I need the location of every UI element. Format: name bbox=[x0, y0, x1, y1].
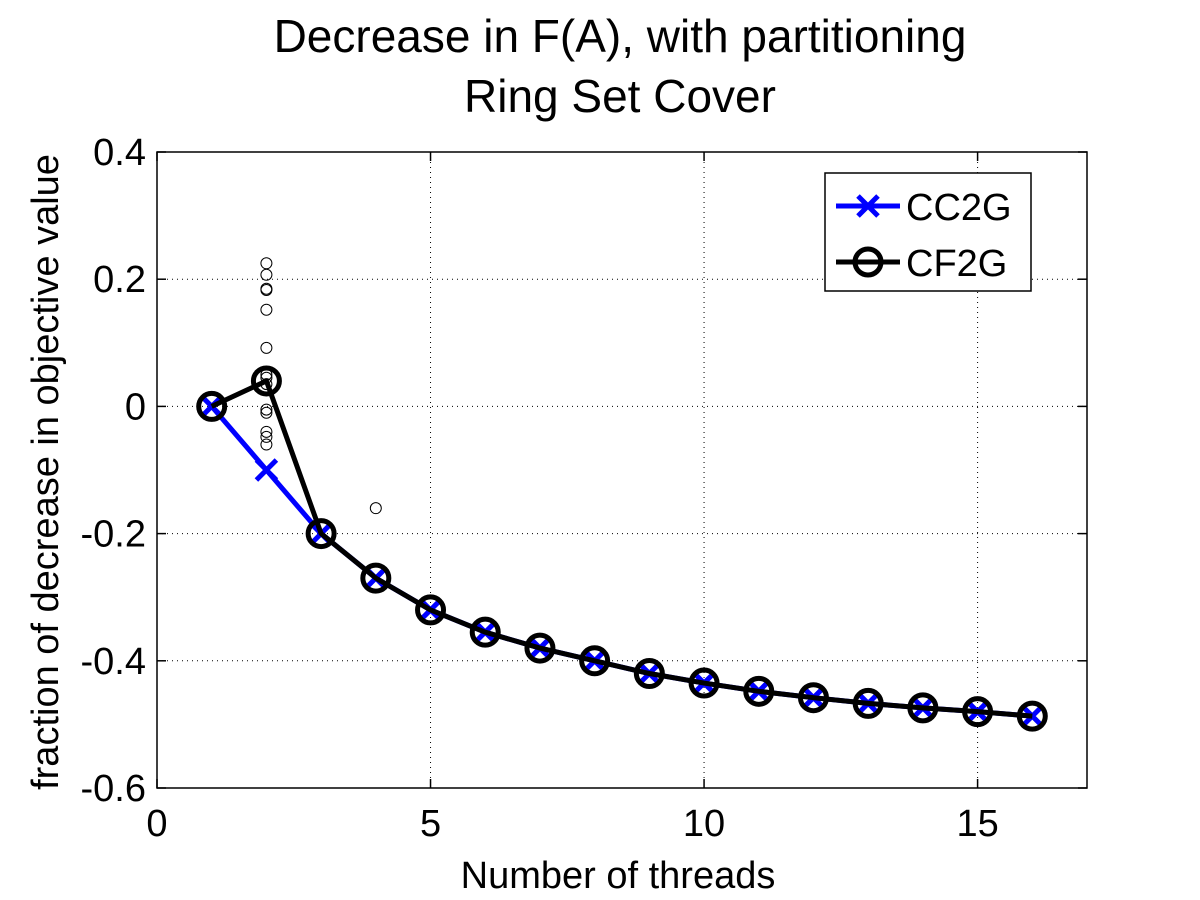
data-point-circle-marker bbox=[469, 616, 501, 648]
scatter-point bbox=[260, 406, 273, 419]
data-point-circle-marker bbox=[688, 667, 720, 699]
legend-label: CC2G bbox=[906, 187, 1012, 229]
legend-item: CF2G bbox=[836, 243, 1007, 285]
x-axis-label: Number of threads bbox=[461, 855, 776, 897]
scatter-point bbox=[260, 284, 273, 297]
data-point-circle-marker bbox=[250, 365, 282, 397]
scatter-point bbox=[260, 257, 273, 270]
chart-title: Decrease in F(A), with partitioning bbox=[274, 10, 967, 62]
y-axis-label: fraction of decrease in objective value bbox=[25, 154, 67, 790]
scatter-point bbox=[260, 341, 273, 354]
data-point-circle-marker bbox=[797, 682, 829, 714]
data-point-circle-marker bbox=[415, 594, 447, 626]
scatter-point bbox=[260, 438, 273, 451]
y-tick-label: -0.2 bbox=[81, 514, 146, 556]
data-point-circle-marker bbox=[852, 687, 884, 719]
x-tick-label: 5 bbox=[420, 803, 441, 845]
scatter-point bbox=[260, 303, 273, 316]
plot-area-frame bbox=[156, 151, 1088, 789]
y-tick-label: -0.6 bbox=[81, 768, 146, 810]
data-point-circle-marker bbox=[962, 696, 994, 728]
x-tick-label: 15 bbox=[956, 803, 998, 845]
legend-circle-marker bbox=[852, 246, 884, 278]
data-point-circle-marker bbox=[305, 518, 337, 550]
scatter-point bbox=[260, 430, 273, 443]
data-point-circle-marker bbox=[360, 562, 392, 594]
x-tick-label: 0 bbox=[146, 803, 167, 845]
data-point-circle-marker bbox=[907, 692, 939, 724]
x-tick-label: 10 bbox=[683, 803, 725, 845]
series-lines bbox=[196, 365, 1048, 732]
legend-label: CF2G bbox=[906, 243, 1007, 285]
data-point-circle-marker bbox=[196, 390, 228, 422]
data-point-circle-marker bbox=[1016, 700, 1048, 732]
series-line bbox=[210, 378, 1033, 719]
legend: CC2G CF2G bbox=[824, 172, 1032, 292]
y-tick-label: 0.4 bbox=[93, 132, 146, 174]
chart-subtitle: Ring Set Cover bbox=[464, 70, 776, 122]
data-point-circle-marker bbox=[579, 645, 611, 677]
scatter-point bbox=[260, 425, 273, 438]
y-tick-label: 0.2 bbox=[93, 259, 146, 301]
series-cf2g bbox=[196, 365, 1048, 732]
legend-x-marker bbox=[856, 194, 880, 218]
data-point-x-marker bbox=[254, 458, 279, 482]
y-tick-label: -0.4 bbox=[81, 641, 146, 683]
data-point-circle-marker bbox=[743, 675, 775, 707]
data-point-circle-marker bbox=[524, 632, 556, 664]
legend-item: CC2G bbox=[836, 187, 1012, 229]
scatter-point bbox=[260, 403, 273, 416]
y-tick-label: 0 bbox=[125, 386, 146, 428]
data-point-circle-marker bbox=[633, 658, 665, 690]
axis-ticks: 0 5 10 15 -0.6 -0.4 -0.2 0 0.2 0.4 bbox=[81, 132, 1087, 845]
series-cc2g bbox=[199, 394, 1045, 728]
scatter-point bbox=[369, 502, 382, 515]
scatter-point bbox=[260, 268, 273, 281]
